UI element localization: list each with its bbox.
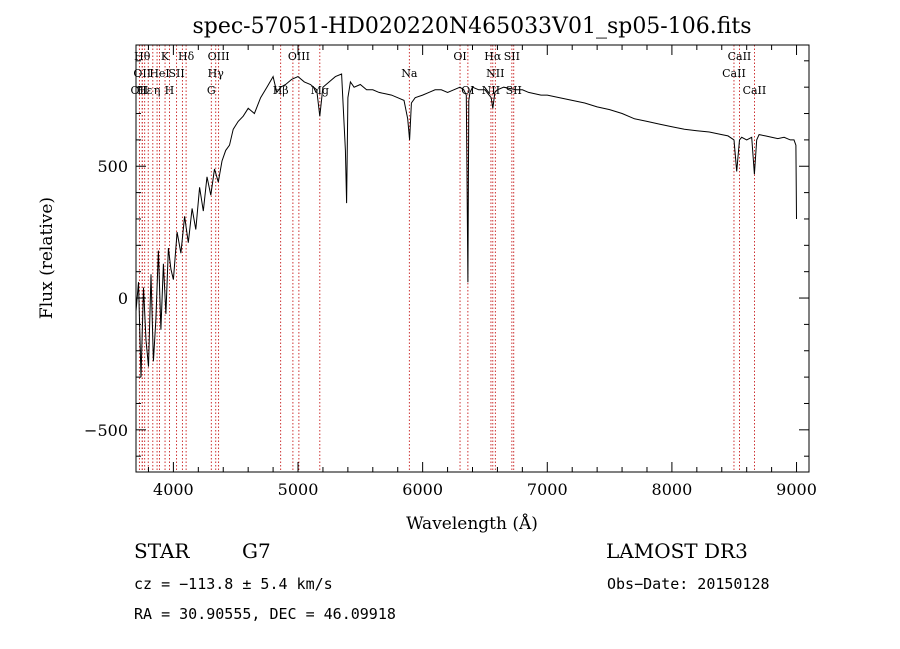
line-marker-label-28: CaII <box>722 67 746 80</box>
y-tick-label--500: −500 <box>84 421 128 440</box>
line-marker-label-12: Hδ <box>178 50 195 63</box>
line-marker-label-30: CaII <box>743 84 767 97</box>
x-axis-label: Wavelength (Å) <box>406 513 538 534</box>
object-type: STAR <box>134 539 190 563</box>
line-marker-label-13: G <box>207 84 216 97</box>
x-tick-label-4000: 4000 <box>153 480 194 499</box>
x-tick-label-5000: 5000 <box>278 480 319 499</box>
flux-series-line <box>135 73 797 378</box>
x-axis-ticks <box>147 45 798 472</box>
line-marker-label-2: OII <box>133 67 151 80</box>
line-marker-label-29: CaII <box>728 50 752 63</box>
coordinates: RA = 30.90555, DEC = 46.09918 <box>134 605 396 623</box>
line-marker-label-9: H <box>165 84 175 97</box>
line-marker-label-27: SII <box>506 84 522 97</box>
line-marker-label-0: OII <box>131 84 149 97</box>
line-marker-label-19: Mg <box>311 84 329 97</box>
line-marker-label-22: OI <box>461 84 474 97</box>
y-axis-label: Flux (relative) <box>37 197 57 319</box>
line-marker-label-3: Hε <box>137 84 153 97</box>
line-marker-label-16: Hβ <box>273 84 289 97</box>
x-axis-tick-labels: 4000 5000 6000 7000 8000 9000 <box>153 480 817 499</box>
line-marker-label-18: OIII <box>288 50 310 63</box>
line-markers <box>138 45 755 472</box>
x-tick-label-6000: 6000 <box>402 480 443 499</box>
line-marker-label-14: Hγ <box>208 67 225 80</box>
line-marker-label-15: OIII <box>208 50 230 63</box>
line-marker-label-6: η <box>154 84 161 97</box>
y-tick-label-0: 0 <box>118 289 128 308</box>
line-marker-label-7: HeI <box>149 67 169 80</box>
line-marker-label-24: Hα <box>484 50 502 63</box>
line-marker-label-1: Hθ <box>134 50 151 63</box>
x-tick-label-8000: 8000 <box>652 480 693 499</box>
line-marker-label-20: Na <box>401 67 418 80</box>
line-marker-label-25: NII <box>486 67 504 80</box>
line-marker-label-23: NII <box>482 84 500 97</box>
line-marker-label-10: SII <box>169 67 185 80</box>
y-axis-tick-labels: −500 0 500 <box>84 157 128 440</box>
y-axis-ticks <box>136 60 809 457</box>
x-tick-label-9000: 9000 <box>776 480 817 499</box>
redshift-value: cz = −113.8 ± 5.4 km/s <box>134 575 333 593</box>
line-marker-label-21: OI <box>453 50 466 63</box>
chart-title: spec-57051-HD020220N465033V01_sp05-106.f… <box>192 14 751 39</box>
obs-date: Obs−Date: 20150128 <box>607 575 770 593</box>
survey-name: LAMOST DR3 <box>606 539 748 563</box>
y-tick-label-500: 500 <box>97 157 128 176</box>
spectral-class: G7 <box>242 539 271 563</box>
x-tick-label-7000: 7000 <box>527 480 568 499</box>
line-marker-label-8: K <box>161 50 170 63</box>
line-marker-label-26: SII <box>504 50 520 63</box>
